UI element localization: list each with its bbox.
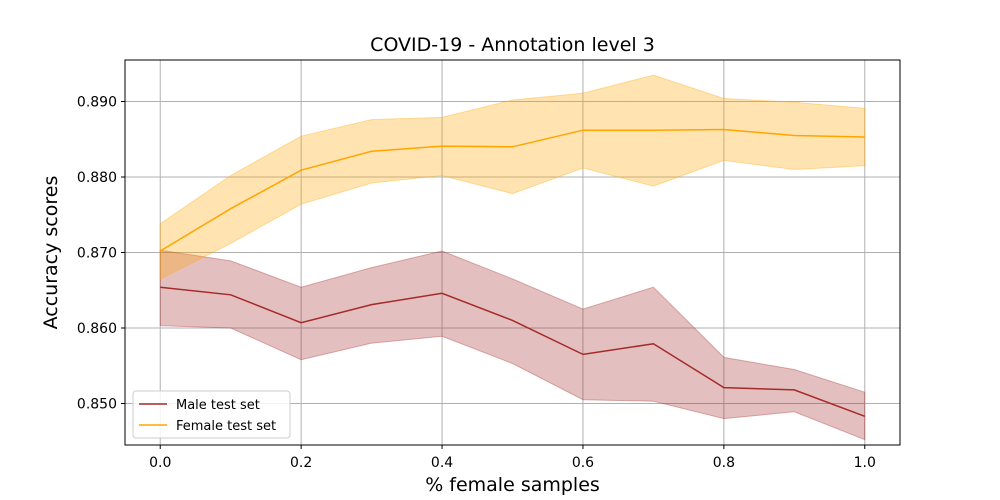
- y-tick-label: 0.880: [77, 170, 117, 186]
- axis-ticks: 0.0 0.2 0.4 0.6 0.8 1.0 0.850 0.860 0.870 0.880 0.…: [77, 95, 876, 471]
- x-tick-label: 0.6: [572, 455, 594, 471]
- y-tick-label: 0.870: [77, 246, 117, 262]
- legend-label-male: Male test set: [176, 398, 260, 413]
- chart-title: COVID-19 - Annotation level 3: [370, 34, 655, 56]
- x-tick-label: 0.2: [290, 455, 312, 471]
- x-tick-label: 0.4: [431, 455, 453, 471]
- confidence-band-male: [159, 249, 866, 441]
- confidence-bands: [159, 74, 866, 441]
- x-tick-label: 0.8: [713, 455, 735, 471]
- grid-layer: [125, 60, 900, 445]
- x-tick-label: 0.0: [149, 455, 171, 471]
- series-lines: [159, 128, 866, 418]
- y-tick-label: 0.890: [77, 95, 117, 111]
- y-tick-label: 0.850: [77, 396, 117, 412]
- x-tick-label: 1.0: [854, 455, 876, 471]
- y-tick-label: 0.860: [77, 321, 117, 337]
- series-line-male: [160, 286, 866, 418]
- y-axis-label: Accuracy scores: [40, 176, 62, 330]
- legend-box: [132, 390, 291, 439]
- legend: Male test set Female test set: [132, 390, 291, 439]
- x-axis-label: % female samples: [425, 474, 600, 496]
- legend-label-female: Female test set: [176, 419, 276, 434]
- series-line-female: [159, 128, 865, 252]
- confidence-band-female: [159, 74, 866, 280]
